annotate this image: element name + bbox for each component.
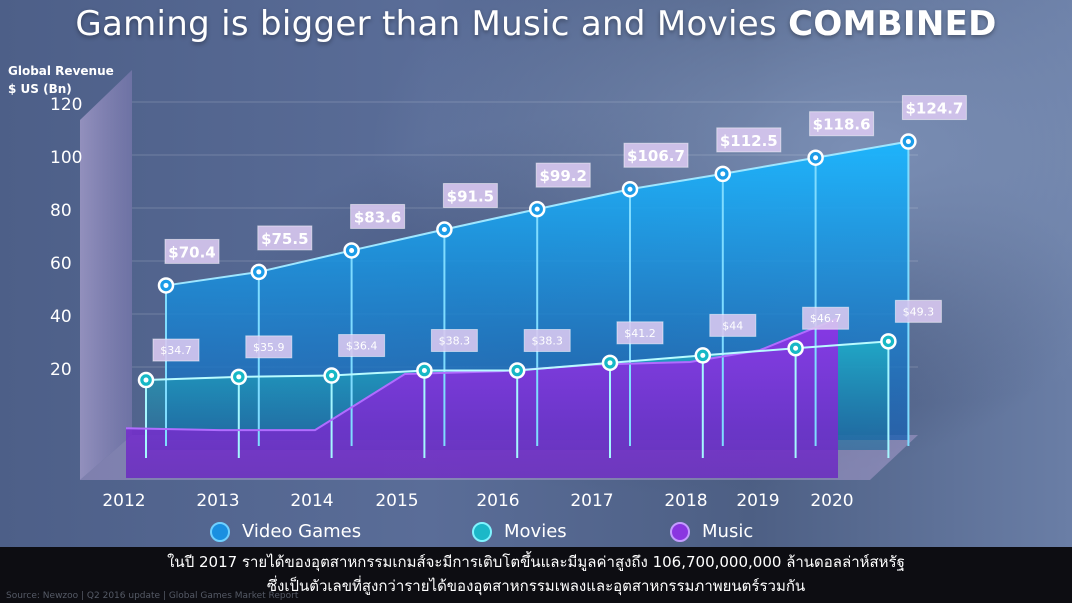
source-note: Source: Newzoo | Q2 2016 update | Global… — [6, 591, 299, 601]
circle-icon — [670, 521, 690, 542]
x-tick-label: 2014 — [290, 491, 333, 511]
video-games-data-label-box — [257, 225, 313, 251]
video-games-data-label-box — [716, 127, 782, 153]
movies-data-label-box — [709, 313, 757, 337]
movies-point-center — [514, 368, 520, 374]
y-tick-label: 40 — [50, 307, 72, 327]
chart-title: Gaming is bigger than Music and Movies C… — [0, 4, 1072, 44]
x-tick-label: 2015 — [375, 491, 418, 511]
video-games-data-label: $91.5 — [447, 188, 494, 206]
subtitle-line1: ในปี 2017 รายได้ของอุตสาหกรรมเกมส์จะมีกา… — [167, 553, 905, 571]
video-games-data-label: $118.6 — [813, 116, 871, 134]
movies-data-label-box — [894, 299, 942, 323]
movies-data-label-box — [338, 334, 386, 358]
y-tick-label: 80 — [50, 201, 72, 221]
x-ticks: 2012 2013 2014 2015 2016 2017 2018 2019 2020 — [102, 491, 853, 511]
video-games-data-label: $75.5 — [261, 230, 308, 248]
x-tick-label: 2016 — [476, 491, 519, 511]
video-games-data-label: $106.7 — [627, 147, 685, 165]
movies-point-center — [607, 360, 613, 366]
video-games-point-center — [905, 139, 911, 145]
video-games-data-label: $83.6 — [354, 208, 401, 226]
title-main: Gaming is bigger than Music and Movies — [75, 4, 789, 44]
legend-music-label: Music — [702, 521, 754, 542]
movies-point-center — [143, 377, 149, 383]
video-games-data-label-box — [901, 95, 967, 121]
y-axis-label-line1: Global Revenue — [8, 64, 114, 78]
data-points — [137, 133, 917, 389]
data-labels: $70.4 $75.5 $83.6 $91.5 $99.2 $106.7 $112.5 $11… — [152, 95, 967, 362]
movies-point-center — [885, 338, 891, 344]
video-games-data-label-box — [623, 142, 689, 168]
movies-data-label: $44 — [722, 319, 743, 332]
movies-point-center — [236, 374, 242, 380]
video-games-point-center — [534, 206, 540, 212]
music-area — [126, 318, 838, 478]
video-games-point-center — [720, 171, 726, 177]
movies-point-center — [793, 345, 799, 351]
circle-icon — [472, 521, 492, 542]
x-tick-label: 2012 — [102, 491, 145, 511]
x-tick-label: 2019 — [736, 491, 779, 511]
movies-data-label: $38.3 — [439, 335, 471, 348]
legend-video-games-label: Video Games — [242, 521, 362, 542]
video-games-data-label: $70.4 — [168, 243, 215, 261]
video-games-data-label-box — [442, 183, 498, 209]
movies-data-label: $38.3 — [531, 335, 563, 348]
movies-data-label: $34.7 — [160, 344, 192, 357]
title-bold: COMBINED — [788, 4, 997, 44]
video-games-point-center — [813, 155, 819, 161]
movies-point-center — [421, 368, 427, 374]
movies-data-label: $35.9 — [253, 341, 285, 354]
movies-point-center — [329, 373, 335, 379]
side-wall — [80, 70, 132, 480]
video-games-data-label-box — [164, 238, 220, 264]
movies-point-center — [700, 352, 706, 358]
subtitle-bar: ในปี 2017 รายได้ของอุตสาหกรรมเกมส์จะมีกา… — [0, 547, 1072, 603]
legend-movies-label: Movies — [504, 521, 567, 542]
y-tick-label: 100 — [50, 148, 82, 168]
movies-data-label-box — [430, 329, 478, 353]
y-tick-label: 60 — [50, 254, 72, 274]
video-games-point-center — [163, 282, 169, 288]
video-games-data-label: $99.2 — [539, 167, 586, 185]
x-tick-label: 2020 — [810, 491, 853, 511]
x-tick-label: 2018 — [664, 491, 707, 511]
video-games-point-center — [256, 269, 262, 275]
circle-icon — [210, 521, 230, 542]
video-games-point-center — [627, 186, 633, 192]
movies-data-label-box — [802, 306, 850, 330]
video-games-data-label-box — [809, 111, 875, 137]
video-games-point-center — [441, 227, 447, 233]
legend-music: Music — [670, 521, 753, 542]
movies-data-label-box — [616, 321, 664, 345]
video-games-point-center — [349, 247, 355, 253]
video-games-data-label-box — [350, 203, 406, 229]
video-games-data-label: $124.7 — [905, 100, 963, 118]
y-axis-label-line2: $ US (Bn) — [8, 82, 72, 96]
video-games-data-label: $112.5 — [720, 132, 778, 150]
y-tick-label: 120 — [50, 95, 82, 115]
movies-data-label: $36.4 — [346, 340, 378, 353]
x-tick-label: 2017 — [570, 491, 613, 511]
movies-data-label-box — [523, 329, 571, 353]
x-tick-label: 2013 — [196, 491, 239, 511]
movies-data-label: $46.7 — [810, 312, 842, 325]
subtitle-line2: ซึ่งเป็นตัวเลขที่สูงกว่ารายได้ของอุตสาหก… — [266, 577, 806, 595]
video-games-data-label-box — [535, 162, 591, 188]
y-tick-label: 20 — [50, 360, 72, 380]
movies-data-label-box — [245, 335, 293, 359]
movies-data-label: $49.3 — [903, 305, 935, 318]
legend-video-games: Video Games — [210, 521, 361, 542]
movies-data-label-box — [152, 338, 200, 362]
movies-data-label: $41.2 — [624, 327, 656, 340]
y-ticks: 20 40 60 80 100 120 — [50, 95, 82, 380]
legend-movies: Movies — [472, 521, 567, 542]
